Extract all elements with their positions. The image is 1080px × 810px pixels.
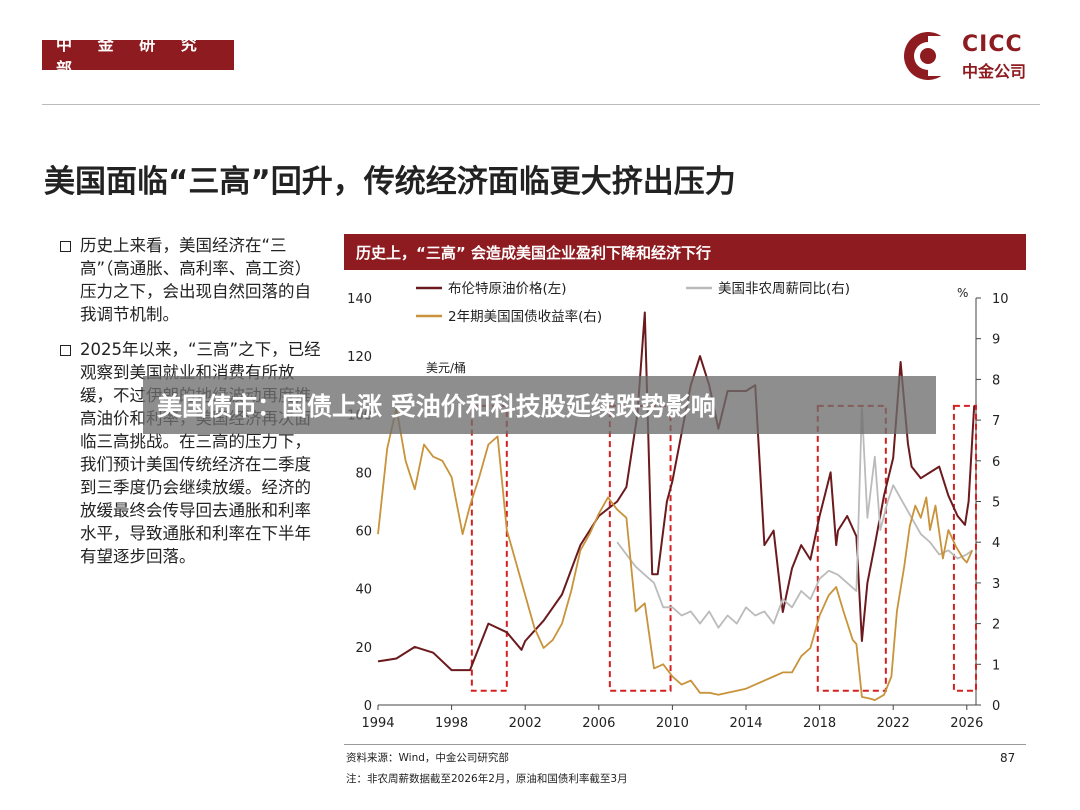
series-line-1 xyxy=(616,407,973,629)
bullet-text: 历史上来看，美国经济在“三高”（高通胀、高利率、高工资）压力之下，会出现自然回落… xyxy=(80,236,312,324)
y-left-tick-label: 40 xyxy=(355,583,372,598)
page-number: 87 xyxy=(1000,751,1016,765)
cicc-logo-icon xyxy=(904,32,954,80)
right-axis-unit: % xyxy=(957,286,968,300)
page-title: 美国面临“三高”回升，传统经济面临更大挤出压力 xyxy=(44,164,736,200)
chart-title: 历史上，“三高” 会造成美国企业盈利下降和经济下行 xyxy=(344,234,1026,270)
series-line-0 xyxy=(377,311,976,672)
y-right-tick-label: 10 xyxy=(992,292,1009,307)
y-right-tick-label: 2 xyxy=(992,618,1000,633)
footer-divider xyxy=(344,744,1026,745)
bullet-item: 历史上来看，美国经济在“三高”（高通胀、高利率、高工资）压力之下，会出现自然回落… xyxy=(56,234,326,326)
legend-label-2: 2年期美国国债收益率(右) xyxy=(448,308,602,325)
y-right-tick-label: 7 xyxy=(992,414,1000,429)
square-bullet-icon xyxy=(60,241,71,252)
highlight-period-box xyxy=(470,404,508,692)
bullet-list: 历史上来看，美国经济在“三高”（高通胀、高利率、高工资）压力之下，会出现自然回落… xyxy=(56,234,326,580)
left-axis-unit: 美元/桶 xyxy=(426,360,466,375)
y-left-tick-label: 0 xyxy=(364,699,372,714)
department-tag: 中 金 研 究 部 xyxy=(42,35,234,78)
x-tick-label: 2022 xyxy=(877,716,910,731)
y-left-tick-label: 60 xyxy=(355,525,372,540)
source-note: 资料来源：Wind，中金公司研究部 xyxy=(346,752,509,764)
y-left-tick-label: 140 xyxy=(347,292,372,307)
highlight-period-box xyxy=(816,404,887,692)
x-tick-label: 2010 xyxy=(656,716,689,731)
logo-text-en: CICC xyxy=(962,32,1023,57)
legend-label-1: 美国非农周薪同比(右) xyxy=(718,281,850,297)
y-left-tick-label: 20 xyxy=(355,641,372,656)
x-tick-label: 2026 xyxy=(950,716,983,731)
x-tick-label: 2018 xyxy=(803,716,836,731)
y-right-tick-label: 9 xyxy=(992,333,1000,348)
top-divider xyxy=(42,104,1040,105)
y-left-tick-label: 80 xyxy=(355,466,372,481)
y-right-tick-label: 5 xyxy=(992,496,1000,511)
x-tick-label: 2002 xyxy=(509,716,542,731)
y-right-tick-label: 6 xyxy=(992,455,1000,470)
square-bullet-icon xyxy=(60,345,71,356)
x-tick-label: 2006 xyxy=(582,716,615,731)
footnote: 注：非农周薪数据截至2026年2月，原油和国债利率截至3月 xyxy=(346,773,628,785)
y-right-tick-label: 3 xyxy=(992,577,1000,592)
highlight-period-box xyxy=(952,404,977,692)
x-tick-label: 1998 xyxy=(435,716,468,731)
legend-label-0: 布伦特原油价格(左) xyxy=(448,281,567,297)
headline-overlay: 美国债市：国债上涨 受油价和科技股延续跌势影响 xyxy=(143,376,936,434)
y-right-tick-label: 1 xyxy=(992,658,1000,673)
x-tick-label: 2014 xyxy=(729,716,762,731)
series-line-2 xyxy=(377,407,974,701)
x-tick-label: 1994 xyxy=(361,716,394,731)
y-left-tick-label: 120 xyxy=(347,350,372,365)
y-right-tick-label: 4 xyxy=(992,536,1000,551)
y-right-tick-label: 0 xyxy=(992,699,1000,714)
logo-text-cn: 中金公司 xyxy=(962,62,1027,81)
y-right-tick-label: 8 xyxy=(992,373,1000,388)
